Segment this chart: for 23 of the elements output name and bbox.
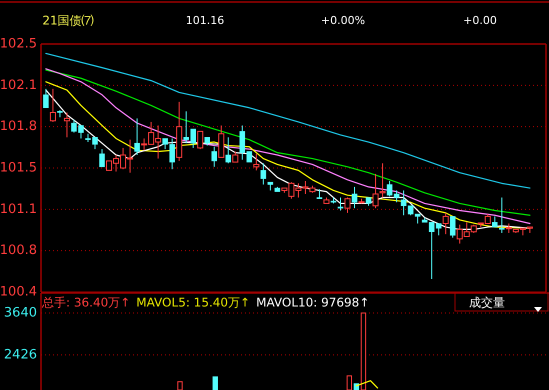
y-tick-label: 102.1 [0, 78, 37, 93]
annotation: MAVOL10: 97698↑ [256, 295, 370, 310]
candlestick [260, 162, 266, 186]
annotation: 总手: 36.40万↑ [41, 295, 130, 310]
text: +0.00% [320, 14, 366, 28]
y-tick-label: 100.8 [0, 243, 37, 258]
candlestick [352, 186, 358, 209]
annotation: 成交量 [469, 295, 505, 310]
candlestick [211, 146, 218, 168]
y-tick-label: 3640 [4, 306, 37, 321]
y-tick-label: 101.1 [0, 202, 37, 217]
candlestick [64, 112, 70, 138]
y-tick-label: 102.5 [0, 36, 37, 52]
y-tick-label: 101.5 [0, 160, 37, 176]
text: +0.00 [463, 14, 497, 28]
y-tick-label: 100.4 [0, 284, 37, 300]
candlestick [499, 197, 505, 234]
annotation: MAVOL5: 15.40万↑ [136, 295, 250, 310]
y-tick-label: 101.8 [0, 119, 37, 134]
chart-title: 21国债⑺ [42, 13, 94, 28]
line-series [45, 52, 530, 189]
text: 101.16 [186, 14, 224, 28]
y-tick-label: 2426 [4, 347, 37, 362]
